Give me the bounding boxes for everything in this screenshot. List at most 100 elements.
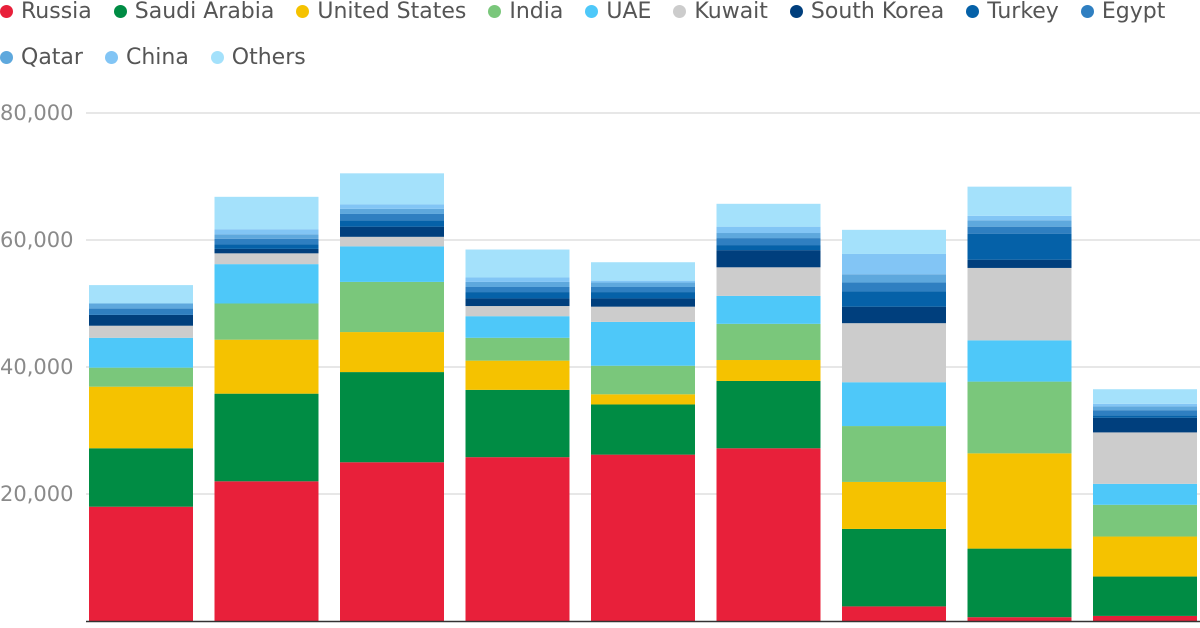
legend-swatch-egypt — [1080, 4, 1094, 18]
bar-stack-1 — [89, 285, 193, 621]
legend-label-egypt: Egypt — [1101, 0, 1166, 24]
bar-7-india — [842, 426, 946, 482]
bar-6-turkey — [716, 245, 821, 251]
bar-4-egypt — [465, 286, 570, 293]
bar-stack-2 — [214, 196, 319, 621]
bar-4-kuwait — [465, 306, 570, 317]
legend-swatch-others — [210, 50, 224, 64]
legend-item-egypt: Egypt — [1080, 0, 1166, 24]
bar-1-uae — [89, 337, 193, 368]
bar-1-russia — [89, 506, 193, 621]
bar-2-india — [214, 303, 319, 340]
bars — [89, 173, 1197, 621]
bar-4-turkey — [465, 292, 570, 299]
bar-9-qatar — [1093, 406, 1197, 411]
bar-8-saudi-arabia — [967, 548, 1072, 618]
bar-8-russia — [967, 617, 1072, 621]
bar-2-saudi-arabia — [214, 393, 319, 482]
y-tick-label-40000: 40,000 — [0, 355, 73, 379]
legend-label-india: India — [509, 0, 564, 24]
bar-5-china — [591, 280, 695, 283]
bar-9-russia — [1093, 615, 1197, 621]
bar-3-egypt — [340, 213, 444, 221]
legend-swatch-qatar — [0, 50, 13, 64]
legend-item-russia: Russia — [0, 0, 92, 24]
bar-5-qatar — [591, 282, 695, 287]
bar-5-russia — [591, 454, 695, 621]
bar-3-turkey — [340, 220, 444, 227]
bar-2-russia — [214, 481, 319, 621]
bar-5-south-korea — [591, 298, 695, 307]
bar-1-qatar — [89, 303, 193, 309]
bar-6-others — [716, 203, 821, 227]
legend-swatch-uae — [585, 4, 599, 18]
bar-2-egypt — [214, 238, 319, 245]
bar-3-united-states — [340, 332, 444, 373]
bar-9-united-states — [1093, 536, 1197, 577]
legend-swatch-china — [104, 50, 118, 64]
bar-9-others — [1093, 389, 1197, 404]
bar-1-india — [89, 367, 193, 387]
bar-3-india — [340, 281, 444, 333]
legend-label-uae: UAE — [606, 0, 652, 24]
bar-9-saudi-arabia — [1093, 576, 1197, 616]
legend-label-russia: Russia — [21, 0, 92, 24]
legend-label-south-korea: South Korea — [810, 0, 945, 24]
legend-item-united-states: United States — [296, 0, 466, 24]
legend-label-qatar: Qatar — [21, 44, 83, 70]
legend-label-others: Others — [231, 44, 306, 70]
legend-item-qatar: Qatar — [0, 45, 83, 70]
bar-3-south-korea — [340, 226, 444, 237]
bar-2-south-korea — [214, 248, 319, 254]
legend-row-1: Russia Saudi Arabia United States India … — [0, 0, 1200, 34]
bar-5-kuwait — [591, 306, 695, 322]
bar-1-south-korea — [89, 314, 193, 326]
bar-5-uae — [591, 321, 695, 366]
bar-7-egypt — [842, 282, 946, 292]
bar-6-china — [716, 226, 821, 234]
bar-1-kuwait — [89, 325, 193, 338]
y-tick-label-20000: 20,000 — [0, 482, 73, 506]
legend-label-kuwait: Kuwait — [694, 0, 768, 24]
bar-2-others — [214, 196, 319, 230]
bar-8-kuwait — [967, 267, 1072, 341]
y-tick-label-60000: 60,000 — [0, 228, 73, 252]
bar-7-china — [842, 253, 946, 275]
bar-4-saudi-arabia — [465, 389, 570, 458]
bar-stack-3 — [340, 173, 444, 621]
bar-1-saudi-arabia — [89, 448, 193, 507]
bar-4-qatar — [465, 281, 570, 287]
bar-1-egypt — [89, 308, 193, 315]
bar-1-united-states — [89, 386, 193, 449]
bar-2-qatar — [214, 234, 319, 239]
bar-7-kuwait — [842, 323, 946, 383]
legend-item-india: India — [488, 0, 563, 24]
bar-4-united-states — [465, 360, 570, 390]
bar-7-united-states — [842, 481, 946, 529]
bar-2-united-states — [214, 339, 319, 394]
legend-label-saudi-arabia: Saudi Arabia — [134, 0, 275, 24]
legend-swatch-kuwait — [673, 4, 687, 18]
bar-4-china — [465, 277, 570, 282]
bar-9-china — [1093, 403, 1197, 407]
bar-5-saudi-arabia — [591, 404, 695, 455]
bar-stack-5 — [591, 262, 695, 621]
legend-swatch-turkey — [966, 4, 980, 18]
bar-3-kuwait — [340, 236, 444, 247]
bar-8-china — [967, 215, 1072, 221]
bar-3-others — [340, 173, 444, 205]
legend-row-2: Qatar China Others — [0, 34, 1200, 80]
legend-swatch-united-states — [296, 4, 310, 18]
bar-7-others — [842, 229, 946, 254]
bar-3-russia — [340, 462, 444, 621]
bar-5-egypt — [591, 286, 695, 293]
bar-4-uae — [465, 316, 570, 338]
bar-8-south-korea — [967, 259, 1072, 268]
legend-item-saudi-arabia: Saudi Arabia — [113, 0, 275, 24]
bar-4-south-korea — [465, 298, 570, 307]
legend-item-turkey: Turkey — [966, 0, 1059, 24]
bar-5-others — [591, 262, 695, 281]
legend-item-south-korea: South Korea — [789, 0, 945, 24]
bar-8-united-states — [967, 453, 1072, 549]
